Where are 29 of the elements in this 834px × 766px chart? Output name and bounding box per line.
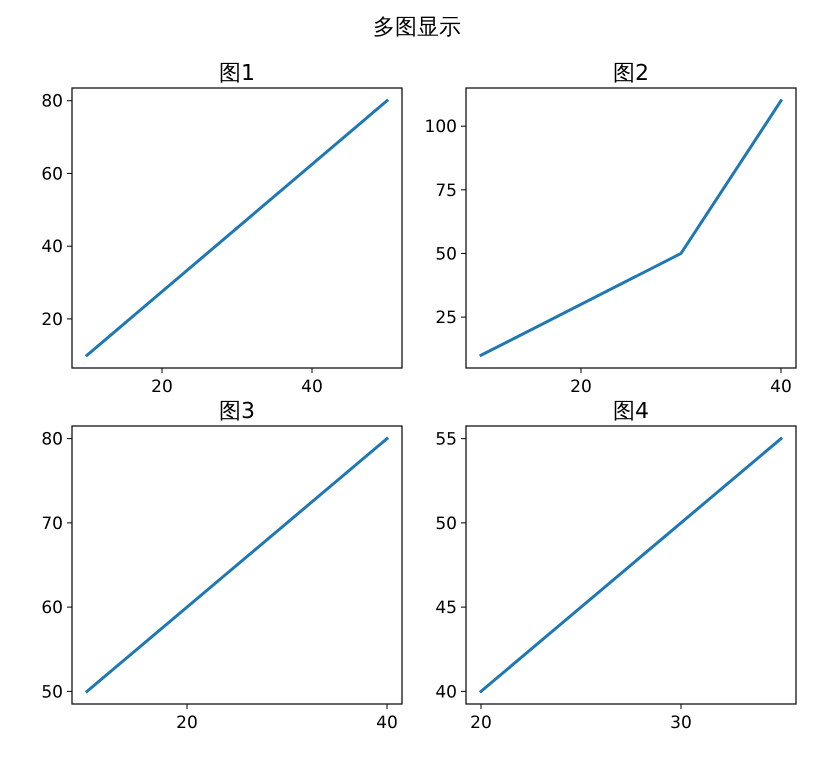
y-tick-label: 60 (41, 598, 63, 618)
y-tick-label: 100 (424, 117, 457, 138)
y-tick-label: 50 (435, 514, 457, 534)
x-tick-label: 40 (301, 377, 323, 397)
x-tick-label: 20 (570, 377, 592, 397)
y-tick-label: 40 (41, 237, 63, 258)
y-tick-label: 20 (41, 310, 63, 330)
chart-title: 图4 (613, 399, 649, 424)
chart-title: 图1 (219, 61, 255, 86)
x-tick-label: 40 (770, 377, 792, 397)
y-tick-label: 40 (435, 682, 457, 702)
y-tick-label: 60 (41, 164, 63, 184)
y-tick-label: 70 (41, 514, 63, 534)
y-tick-label: 50 (435, 244, 457, 264)
x-tick-label: 20 (151, 377, 173, 397)
y-tick-label: 50 (41, 682, 63, 702)
y-tick-label: 80 (41, 92, 63, 112)
chart-title: 图3 (219, 399, 255, 424)
x-tick-label: 20 (470, 713, 492, 733)
x-tick-label: 20 (176, 713, 198, 733)
y-tick-label: 75 (435, 180, 457, 201)
chart-title: 图2 (613, 61, 649, 86)
x-tick-label: 30 (670, 713, 692, 733)
y-tick-label: 25 (435, 308, 457, 328)
y-tick-label: 55 (435, 430, 457, 450)
text: 多图显示 (373, 15, 461, 40)
y-tick-label: 45 (435, 598, 457, 618)
x-tick-label: 40 (376, 713, 398, 733)
y-tick-label: 80 (41, 430, 63, 450)
